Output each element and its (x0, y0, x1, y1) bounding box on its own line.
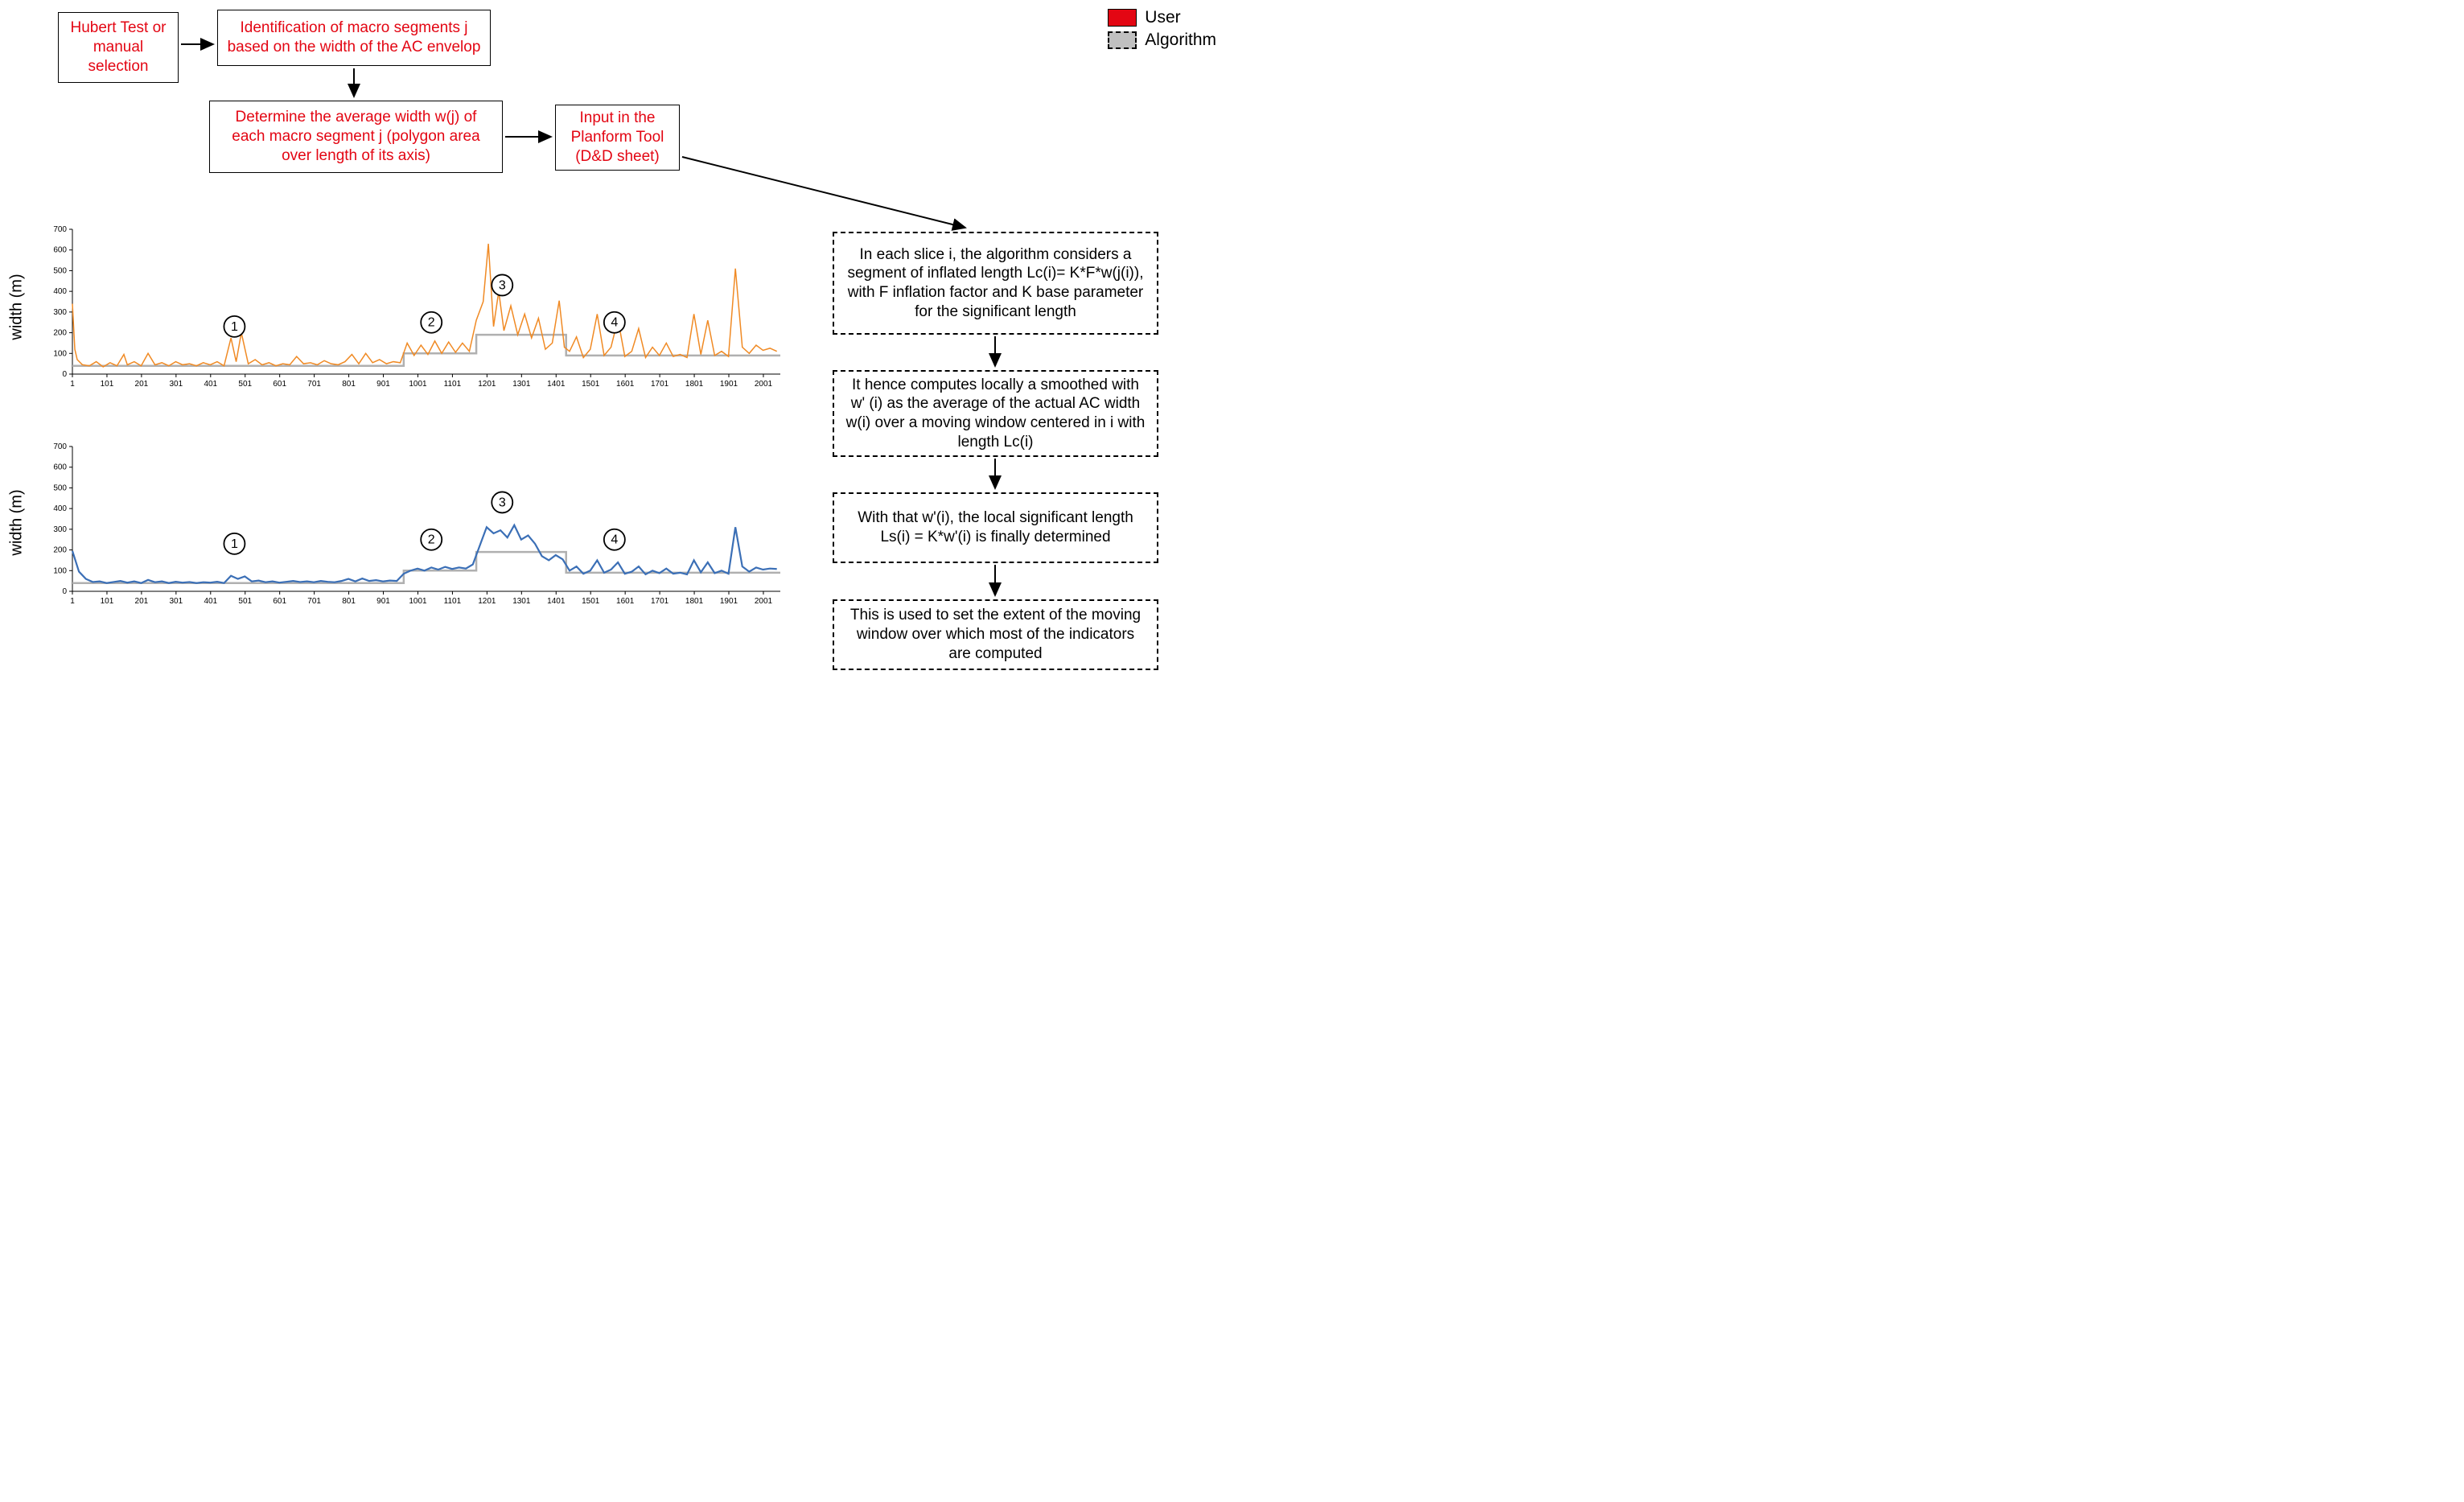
chart1-ylabel: width (m) (8, 274, 27, 339)
svg-text:700: 700 (53, 442, 67, 451)
svg-text:2001: 2001 (755, 380, 773, 389)
svg-text:1901: 1901 (720, 597, 738, 606)
svg-text:201: 201 (135, 597, 149, 606)
svg-text:1001: 1001 (409, 597, 427, 606)
svg-text:2001: 2001 (755, 597, 773, 606)
svg-text:700: 700 (53, 225, 67, 234)
svg-text:3: 3 (499, 496, 506, 509)
svg-text:500: 500 (53, 484, 67, 492)
svg-text:4: 4 (611, 533, 618, 547)
svg-text:3: 3 (499, 278, 506, 292)
chart-bottom: 0100200300400500600700110120130140150160… (40, 438, 788, 611)
svg-text:1101: 1101 (444, 597, 462, 606)
svg-text:300: 300 (53, 308, 67, 317)
svg-text:901: 901 (376, 597, 390, 606)
svg-text:1: 1 (70, 380, 75, 389)
svg-text:1601: 1601 (616, 597, 635, 606)
svg-text:701: 701 (307, 380, 321, 389)
svg-text:400: 400 (53, 504, 67, 513)
svg-text:301: 301 (169, 380, 183, 389)
svg-text:501: 501 (238, 597, 252, 606)
svg-text:101: 101 (101, 597, 114, 606)
svg-text:1701: 1701 (651, 380, 669, 389)
svg-text:1601: 1601 (616, 380, 635, 389)
svg-text:1001: 1001 (409, 380, 427, 389)
svg-text:301: 301 (169, 597, 183, 606)
svg-text:201: 201 (135, 380, 149, 389)
svg-text:1: 1 (231, 537, 238, 551)
svg-text:1201: 1201 (478, 380, 496, 389)
svg-text:2: 2 (428, 316, 435, 330)
svg-text:801: 801 (342, 597, 356, 606)
svg-text:600: 600 (53, 463, 67, 472)
svg-text:1801: 1801 (685, 380, 704, 389)
svg-text:1: 1 (231, 320, 238, 334)
svg-text:400: 400 (53, 287, 67, 296)
svg-text:801: 801 (342, 380, 356, 389)
svg-text:1801: 1801 (685, 597, 704, 606)
svg-text:1901: 1901 (720, 380, 738, 389)
svg-text:901: 901 (376, 380, 390, 389)
svg-text:100: 100 (53, 566, 67, 575)
svg-text:100: 100 (53, 349, 67, 358)
svg-text:1301: 1301 (512, 380, 531, 389)
svg-text:300: 300 (53, 525, 67, 534)
svg-text:0: 0 (62, 370, 67, 379)
svg-text:101: 101 (101, 380, 114, 389)
svg-text:601: 601 (273, 380, 286, 389)
svg-text:1401: 1401 (547, 597, 566, 606)
chart-top: 0100200300400500600700110120130140150160… (40, 221, 788, 394)
svg-text:500: 500 (53, 266, 67, 275)
svg-text:200: 200 (53, 329, 67, 338)
svg-text:1301: 1301 (512, 597, 531, 606)
svg-text:600: 600 (53, 246, 67, 255)
svg-text:1701: 1701 (651, 597, 669, 606)
svg-text:1501: 1501 (582, 597, 600, 606)
svg-text:1501: 1501 (582, 380, 600, 389)
svg-text:2: 2 (428, 533, 435, 547)
svg-text:1201: 1201 (478, 597, 496, 606)
svg-text:601: 601 (273, 597, 286, 606)
svg-text:1: 1 (70, 597, 75, 606)
svg-text:0: 0 (62, 587, 67, 596)
svg-text:401: 401 (204, 597, 217, 606)
svg-text:401: 401 (204, 380, 217, 389)
svg-text:1101: 1101 (444, 380, 462, 389)
svg-text:200: 200 (53, 546, 67, 555)
svg-text:4: 4 (611, 316, 618, 330)
svg-text:1401: 1401 (547, 380, 566, 389)
svg-text:501: 501 (238, 380, 252, 389)
svg-text:701: 701 (307, 597, 321, 606)
chart2-ylabel: width (m) (8, 489, 27, 555)
